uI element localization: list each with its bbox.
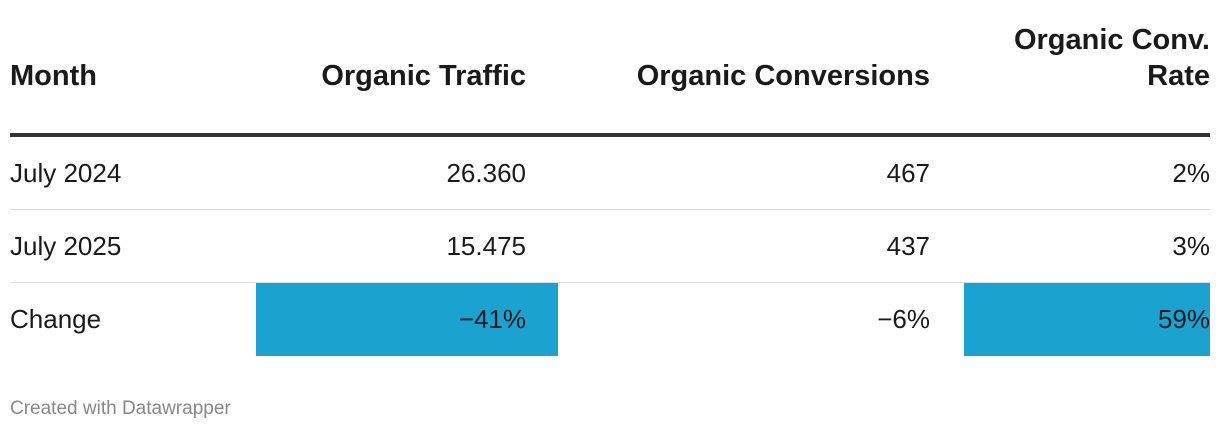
cell-organic-conversions: 467: [886, 158, 930, 188]
cell-month: Change: [10, 304, 102, 334]
cell-organic-conv-rate: 2%: [1172, 158, 1210, 188]
cell-organic-conversions: 437: [886, 231, 930, 261]
table-row: Change −41% −6% 59%: [10, 283, 1210, 356]
cell-organic-traffic: 15.475: [446, 231, 526, 261]
data-table: Month Organic Traffic Organic Conversion…: [10, 0, 1210, 356]
cell-organic-conv-rate: 3%: [1172, 231, 1210, 261]
cell-organic-conv-rate-highlighted: 59%: [964, 283, 1210, 356]
table-row: July 2025 15.475 437 3%: [10, 210, 1210, 283]
table-row: July 2024 26.360 467 2%: [10, 137, 1210, 210]
cell-organic-traffic: 26.360: [446, 158, 526, 188]
column-header-month: Month: [10, 60, 97, 92]
cell-month: July 2025: [10, 231, 122, 261]
column-header-organic-traffic: Organic Traffic: [321, 60, 526, 92]
cell-organic-traffic-highlighted: −41%: [256, 283, 558, 356]
cell-organic-conversions: −6%: [877, 304, 930, 334]
datawrapper-credit: Created with Datawrapper: [10, 398, 231, 419]
column-header-organic-conv-rate-label: Organic Conv. Rate: [1013, 24, 1210, 92]
column-header-organic-conversions: Organic Conversions: [636, 60, 930, 92]
table-body: July 2024 26.360 467 2% July 2025 15.475…: [10, 137, 1210, 356]
column-header-organic-conv-rate: Organic Conv. Rate: [1014, 22, 1210, 94]
table-header-row: Month Organic Traffic Organic Conversion…: [10, 0, 1210, 114]
cell-month: July 2024: [10, 158, 122, 188]
header-divider: [10, 133, 1210, 137]
